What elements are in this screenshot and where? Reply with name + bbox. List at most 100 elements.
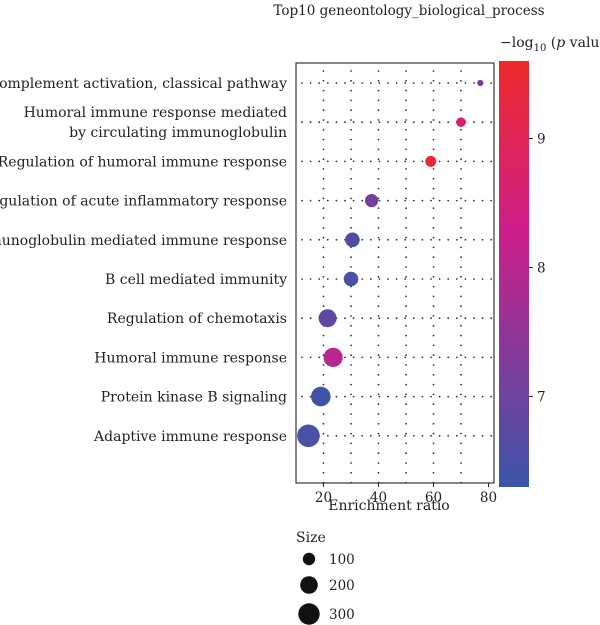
grid-dot <box>455 356 458 359</box>
grid-dot <box>326 434 329 437</box>
grid-dot <box>322 138 325 141</box>
grid-dot <box>432 422 435 425</box>
grid-dot <box>473 82 475 84</box>
grid-dot <box>377 344 380 347</box>
x-tick-label: 60 <box>425 490 442 506</box>
grid-dot <box>361 395 364 398</box>
grid-dot <box>405 383 407 386</box>
grid-dot <box>405 481 407 484</box>
grid-dot <box>432 207 435 210</box>
size-legend-items: 100 200 300 <box>298 552 355 625</box>
grid-dot <box>326 278 329 280</box>
grid-dot <box>322 236 325 239</box>
grid-dot <box>447 317 450 320</box>
grid-dot <box>432 393 435 396</box>
grid-dot <box>378 317 381 320</box>
grid-dot <box>301 199 303 202</box>
grid-dot <box>395 238 398 241</box>
grid-dot <box>322 432 325 435</box>
grid-dot <box>481 434 484 437</box>
grid-dot <box>405 266 407 268</box>
grid-dot <box>430 395 432 398</box>
grid-dot <box>447 82 450 84</box>
grid-dot <box>369 82 372 84</box>
grid-dot <box>326 199 329 202</box>
grid-dot <box>350 305 352 308</box>
grid-dot <box>460 364 462 366</box>
grid-dot <box>405 324 407 327</box>
grid-dot <box>432 168 435 170</box>
data-point <box>456 117 466 127</box>
grid-dot <box>405 217 407 219</box>
grid-dot <box>430 278 432 280</box>
grid-dot <box>322 70 325 72</box>
grid-dot <box>378 434 381 437</box>
grid-dot <box>447 356 450 359</box>
grid-dot <box>412 199 415 202</box>
grid-dot <box>326 238 329 241</box>
grid-dot <box>344 356 346 359</box>
grid-dot <box>322 109 325 112</box>
grid-dot <box>432 79 435 82</box>
grid-dot <box>430 121 432 124</box>
grid-dot <box>387 317 389 320</box>
x-tick-label: 80 <box>480 490 497 506</box>
grid-dot <box>404 238 407 241</box>
grid-dot <box>432 119 435 121</box>
grid-dot <box>432 413 435 415</box>
chart-title: Top10 geneontology_biological_process <box>273 3 544 19</box>
grid-dot <box>460 324 462 327</box>
grid-dot <box>361 238 364 241</box>
y-tick-label: Immunoglobulin mediated immune response <box>0 233 287 249</box>
grid-dot <box>405 89 407 92</box>
grid-dot <box>460 79 462 82</box>
grid-dot <box>361 317 364 320</box>
grid-dot <box>438 82 441 84</box>
grid-dot <box>490 199 493 202</box>
grid-dot <box>432 226 435 229</box>
size-legend-label: 100 <box>329 552 355 568</box>
grid-dot <box>405 285 407 288</box>
grid-dot <box>432 99 435 102</box>
grid-dot <box>395 434 398 437</box>
grid-dot <box>350 432 352 435</box>
grid-dot <box>490 82 493 84</box>
grid-dot <box>377 70 380 72</box>
grid-dot <box>464 356 467 359</box>
grid-dot <box>432 109 435 112</box>
grid-dot <box>432 236 435 239</box>
grid-dot <box>322 128 325 131</box>
grid-dot <box>460 393 462 396</box>
grid-dot <box>460 89 462 92</box>
grid-dot <box>309 199 312 202</box>
grid-dot <box>350 148 352 151</box>
grid-dot <box>387 278 389 280</box>
grid-dot <box>350 119 352 121</box>
grid-dot <box>309 121 312 124</box>
grid-dot <box>377 217 380 219</box>
grid-dot <box>460 413 462 415</box>
grid-dot <box>377 148 380 151</box>
grid-dot <box>430 238 432 241</box>
grid-dot <box>377 207 380 210</box>
grid-dot <box>350 226 352 229</box>
grid-dot <box>447 121 450 124</box>
grid-dot <box>377 432 380 435</box>
grid-dot <box>405 226 407 229</box>
grid-dot <box>350 266 352 268</box>
grid-dot <box>378 160 381 163</box>
grid-dot <box>369 121 372 124</box>
grid-dot <box>377 324 380 327</box>
grid-dot <box>405 452 407 455</box>
colorbar-tick-label: 7 <box>537 390 546 406</box>
grid-dot <box>350 393 352 396</box>
size-legend-dot <box>302 552 316 566</box>
grid-dot <box>460 383 462 386</box>
grid-dot <box>395 199 398 202</box>
grid-dot <box>432 315 435 317</box>
grid-dot <box>432 256 435 259</box>
grid-dot <box>404 278 407 280</box>
grid-dot <box>460 266 462 268</box>
grid-dot <box>335 160 338 163</box>
